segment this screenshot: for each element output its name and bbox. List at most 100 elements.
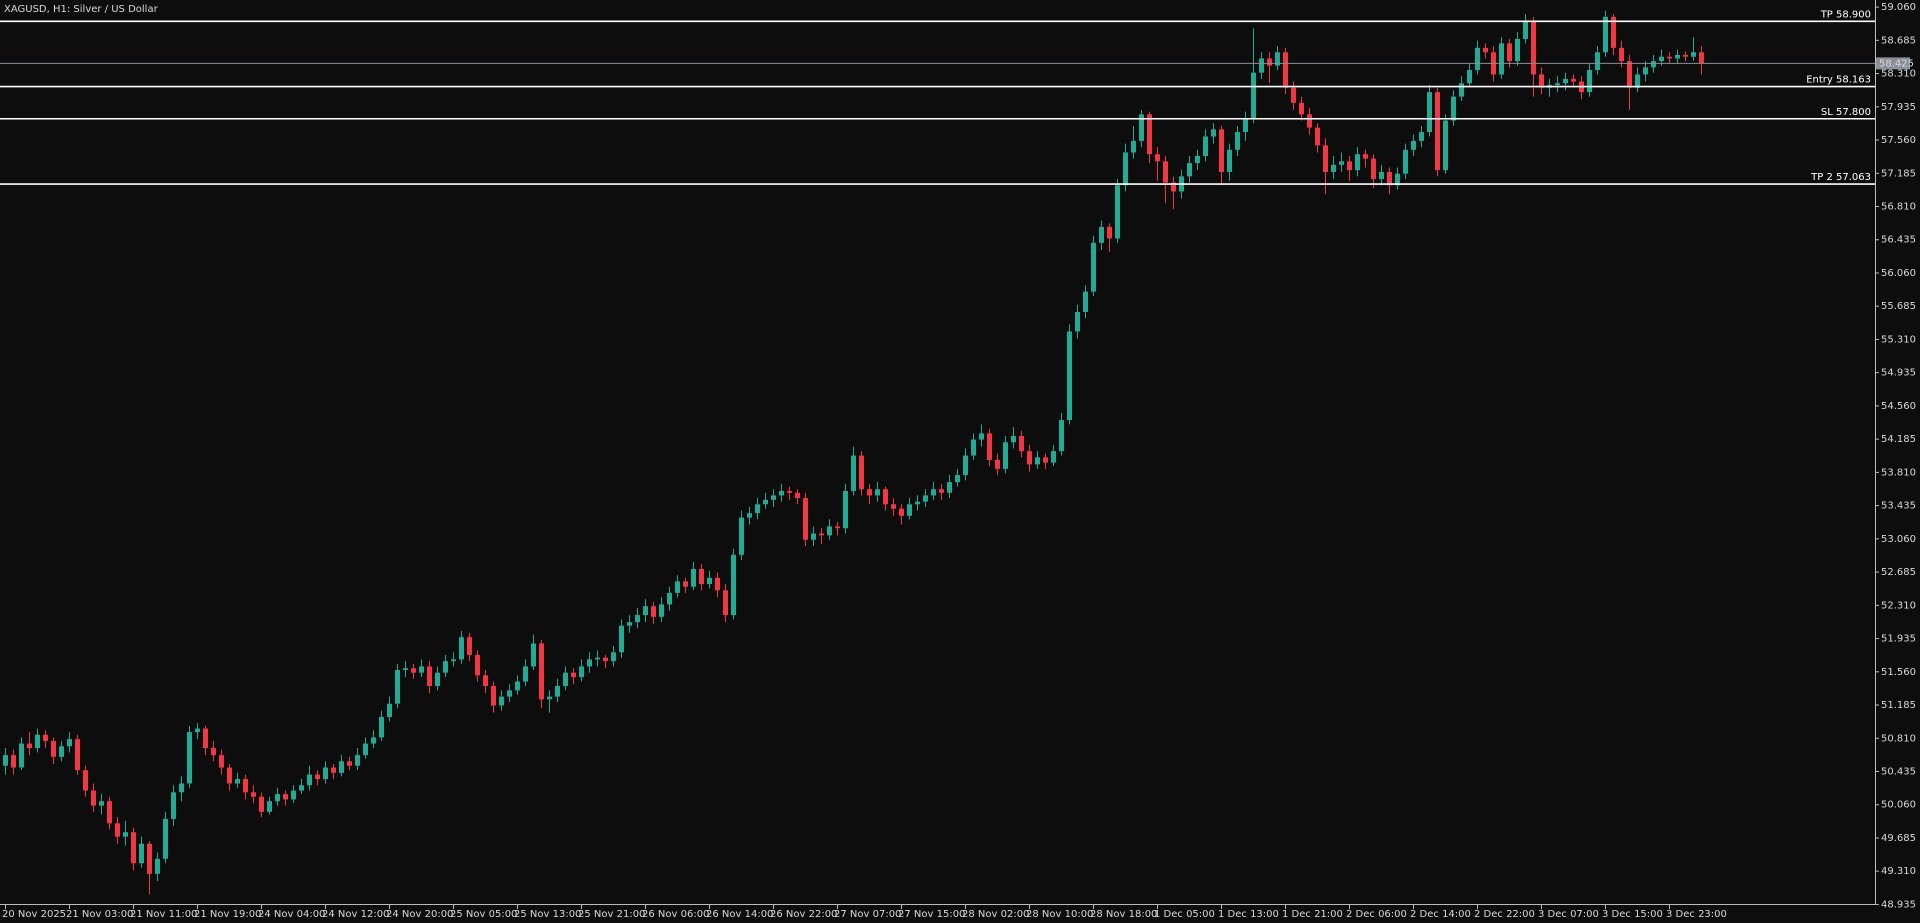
- candle-body: [635, 615, 640, 623]
- candle-body: [355, 755, 360, 766]
- candle-body: [211, 748, 216, 756]
- candle-body: [1291, 87, 1296, 103]
- candle-body: [11, 755, 16, 768]
- x-tick-label: 24 Nov 20:00: [386, 909, 453, 920]
- candle-body: [1027, 451, 1032, 465]
- candle-body: [131, 832, 136, 864]
- candle-body: [611, 652, 616, 662]
- candle-body: [795, 492, 800, 499]
- candle-body: [1651, 61, 1656, 68]
- candle-body: [539, 643, 544, 700]
- candle-body: [1043, 457, 1048, 463]
- candle-body: [139, 843, 144, 864]
- candle-body: [75, 739, 80, 771]
- candle-body: [1659, 56, 1664, 62]
- candle-body: [187, 732, 192, 784]
- x-tick-label: 3 Dec 07:00: [1538, 909, 1599, 920]
- candle-body: [1339, 161, 1344, 165]
- candle-body: [1187, 163, 1192, 177]
- candle-body: [1171, 182, 1176, 192]
- candle-body: [1219, 129, 1224, 172]
- candle-body: [1259, 58, 1264, 73]
- candle-body: [547, 696, 552, 700]
- candle-body: [1683, 54, 1688, 57]
- candle-body: [107, 801, 112, 824]
- x-tick-label: 21 Nov 03:00: [66, 909, 133, 920]
- y-tick-label: 50.060: [1881, 800, 1916, 811]
- y-tick-label: 54.185: [1881, 434, 1916, 445]
- candle-body: [227, 767, 232, 784]
- candle-body: [803, 498, 808, 540]
- candle-body: [115, 823, 120, 837]
- candle-body: [1163, 161, 1168, 183]
- candle-body: [451, 659, 456, 662]
- candle-body: [723, 590, 728, 616]
- candle-body: [411, 668, 416, 673]
- candle-body: [1435, 92, 1440, 171]
- candle-body: [755, 504, 760, 514]
- y-tick-label: 52.310: [1881, 600, 1916, 611]
- level-label: TP 58.900: [1820, 9, 1871, 20]
- candle-body: [819, 533, 824, 536]
- candle-body: [1555, 83, 1560, 86]
- y-tick-label: 56.810: [1881, 202, 1916, 213]
- candle-body: [235, 779, 240, 784]
- x-tick-label: 21 Nov 19:00: [194, 909, 261, 920]
- candle-body: [1563, 78, 1568, 84]
- chart-title: XAGUSD, H1: Silver / US Dollar: [4, 4, 159, 15]
- candle-body: [1403, 149, 1408, 174]
- candle-body: [1059, 420, 1064, 452]
- candle-body: [1667, 56, 1672, 59]
- candle-body: [987, 433, 992, 460]
- candle-body: [1587, 70, 1592, 93]
- candle-body: [1691, 52, 1696, 57]
- candle-body: [1315, 127, 1320, 146]
- y-tick-label: 53.060: [1881, 534, 1916, 545]
- y-tick-label: 51.560: [1881, 667, 1916, 678]
- candle-body: [171, 792, 176, 819]
- candle-body: [507, 690, 512, 697]
- candle-body: [763, 499, 768, 505]
- candle-body: [67, 739, 72, 747]
- candle-body: [291, 790, 296, 800]
- candle-body: [59, 746, 64, 757]
- candle-body: [875, 489, 880, 496]
- candle-body: [859, 455, 864, 490]
- x-tick-label: 3 Dec 23:00: [1666, 909, 1727, 920]
- candle-body: [427, 666, 432, 686]
- candle-body: [1195, 155, 1200, 164]
- candle-body: [731, 554, 736, 616]
- last-price-label: 58.425: [1879, 58, 1914, 69]
- candle-body: [1459, 83, 1464, 97]
- candle-body: [691, 568, 696, 587]
- candle-body: [259, 796, 264, 812]
- candle-body: [395, 670, 400, 704]
- candle-body: [155, 858, 160, 874]
- candle-body: [595, 657, 600, 660]
- candle-body: [339, 761, 344, 773]
- x-tick-label: 3 Dec 15:00: [1602, 909, 1663, 920]
- candle-body: [1347, 161, 1352, 171]
- candle-body: [147, 843, 152, 874]
- candle-body: [1451, 96, 1456, 121]
- candle-body: [1267, 58, 1272, 66]
- candle-body: [371, 737, 376, 744]
- candle-body: [1107, 226, 1112, 239]
- candle-body: [699, 568, 704, 585]
- x-tick-label: 25 Nov 05:00: [450, 909, 517, 920]
- candle-body: [475, 654, 480, 676]
- candle-body: [1003, 442, 1008, 469]
- candle-body: [619, 625, 624, 653]
- y-tick-label: 50.435: [1881, 767, 1916, 778]
- candle-body: [1123, 152, 1128, 186]
- candle-body: [1211, 129, 1216, 137]
- candle-body: [1379, 171, 1384, 180]
- y-tick-label: 57.935: [1881, 102, 1916, 113]
- candle-body: [331, 767, 336, 773]
- candle-body: [1099, 226, 1104, 243]
- candle-body: [91, 790, 96, 806]
- candle-body: [923, 495, 928, 502]
- candle-body: [203, 728, 208, 749]
